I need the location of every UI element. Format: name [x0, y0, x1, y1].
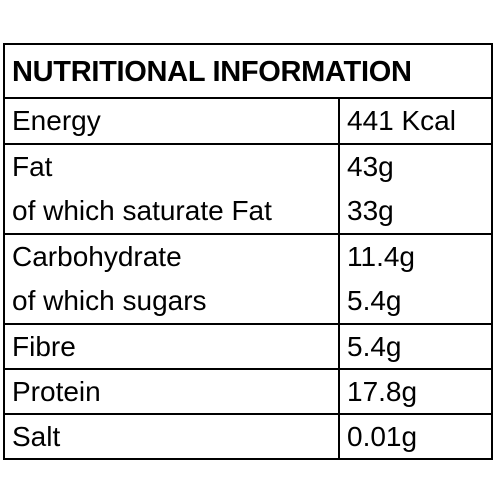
row-label: Fibre: [5, 323, 340, 369]
table-row-saturated-fat: of which saturate Fat 33g: [5, 189, 491, 234]
nutrition-panel: NUTRITIONAL INFORMATION Energy 441 Kcal …: [3, 43, 493, 460]
row-label: Carbohydrate: [5, 233, 340, 279]
table-row-sugars: of which sugars 5.4g: [5, 279, 491, 324]
table-row-fibre: Fibre 5.4g: [5, 323, 491, 369]
row-label: Protein: [5, 368, 340, 414]
table-row-protein: Protein 17.8g: [5, 368, 491, 414]
row-value: 11.4g: [339, 233, 491, 279]
table-row-energy: Energy 441 Kcal: [5, 99, 491, 144]
row-label: of which saturate Fat: [5, 189, 340, 234]
row-value: 5.4g: [339, 323, 491, 369]
table-row-salt: Salt 0.01g: [5, 413, 491, 459]
row-value: 17.8g: [339, 368, 491, 414]
row-value: 33g: [347, 195, 394, 226]
row-label: Fat: [5, 143, 340, 189]
row-label: Salt: [5, 413, 340, 459]
nutrition-table: Energy 441 Kcal Fat 43g of which saturat…: [5, 99, 491, 459]
row-value: 5.4g: [347, 285, 402, 316]
table-row-carbohydrate: Carbohydrate 11.4g: [5, 233, 491, 279]
table-row-fat: Fat 43g: [5, 143, 491, 189]
row-value: 0.01g: [339, 413, 491, 459]
row-value: 441 Kcal: [347, 105, 456, 136]
row-label: of which sugars: [5, 279, 340, 324]
row-value: 43g: [339, 143, 491, 189]
panel-title: NUTRITIONAL INFORMATION: [5, 45, 491, 99]
row-label: Energy: [5, 99, 340, 144]
